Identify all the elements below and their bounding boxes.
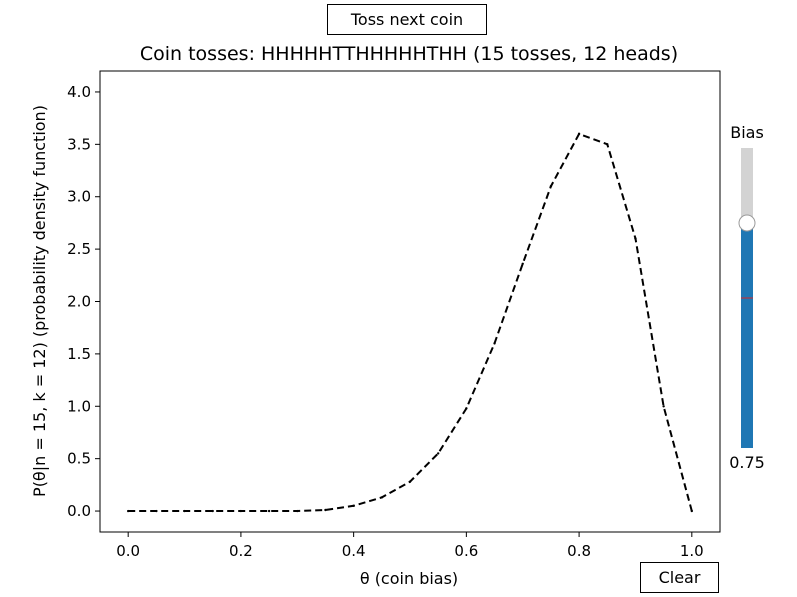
clear-button[interactable]: Clear: [640, 562, 719, 593]
bias-slider-handle[interactable]: [738, 214, 756, 232]
x-tick-label: 1.0: [680, 542, 704, 560]
bias-slider-fill: [741, 223, 753, 448]
data-point: [155, 509, 158, 513]
y-tick-label: 1.0: [67, 397, 91, 415]
x-tick-label: 0.8: [567, 542, 591, 560]
data-point: [549, 185, 553, 188]
data-point: [606, 143, 609, 146]
data-point: [521, 262, 524, 265]
data-point: [352, 504, 355, 508]
y-axis-label: P(θ|n = 15, k = 12) (probability density…: [30, 105, 49, 497]
y-tick-label: 1.5: [67, 345, 91, 363]
chart-title: Coin tosses: HHHHHTTHHHHHTHH (15 tosses,…: [140, 43, 678, 65]
data-point: [408, 480, 412, 483]
y-tick-label: 3.0: [67, 188, 91, 206]
data-point: [634, 237, 637, 240]
y-tick-label: 0.0: [67, 502, 91, 520]
data-point: [324, 508, 327, 512]
data-point: [296, 509, 299, 513]
data-point: [493, 342, 496, 345]
data-point: [211, 509, 214, 513]
data-point: [436, 452, 440, 455]
x-tick-label: 0.4: [342, 542, 366, 560]
toss-next-coin-button[interactable]: Toss next coin: [327, 4, 487, 35]
data-point: [239, 509, 243, 513]
y-tick-label: 0.5: [67, 450, 91, 468]
data-point: [183, 509, 186, 513]
y-tick-label: 4.0: [67, 83, 91, 101]
x-axis-label: θ (coin bias): [360, 569, 458, 588]
x-tick-label: 0.2: [229, 542, 253, 560]
bias-slider[interactable]: Bias 0.75: [729, 123, 765, 472]
data-point: [577, 132, 581, 136]
y-axis: 0.0 0.5 1.0 1.5 2.0 2.5 3.0 3.5 4.0: [67, 83, 100, 520]
y-tick-label: 3.5: [67, 135, 91, 153]
series-line: [128, 132, 693, 512]
data-point: [267, 509, 271, 513]
x-axis: 0.0 0.2 0.4 0.6 0.8 1.0: [116, 532, 704, 560]
x-tick-label: 0.6: [454, 542, 478, 560]
bias-slider-value: 0.75: [729, 453, 765, 472]
y-tick-label: 2.5: [67, 240, 91, 258]
data-point: [126, 509, 130, 513]
data-point: [380, 496, 384, 499]
data-point: [465, 407, 468, 410]
x-tick-label: 0.0: [116, 542, 140, 560]
series-layer: [126, 132, 694, 513]
y-tick-label: 2.0: [67, 293, 91, 311]
data-point: [662, 405, 665, 408]
data-point: [690, 509, 694, 513]
bias-slider-label: Bias: [730, 123, 764, 142]
plot-frame: [99, 70, 721, 533]
